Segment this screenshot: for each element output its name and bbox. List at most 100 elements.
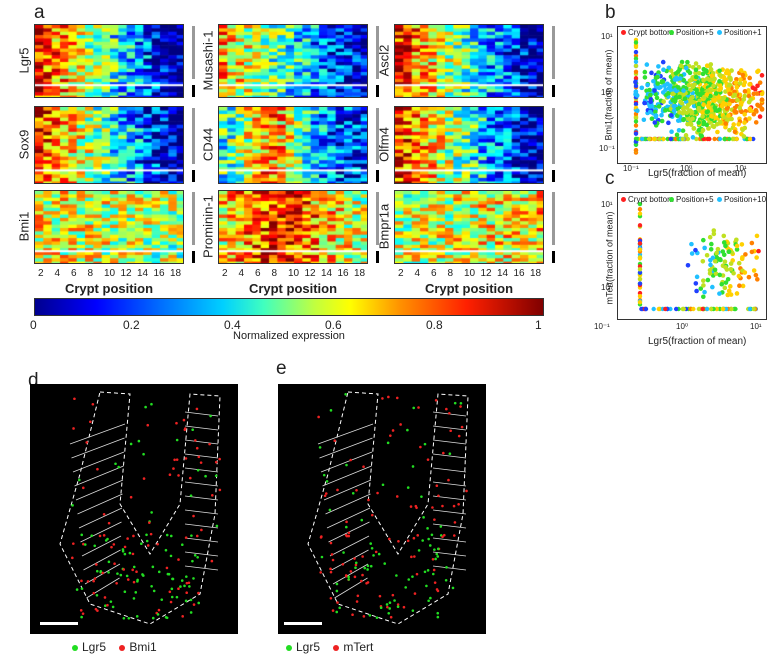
scatter-point	[734, 243, 740, 249]
fluorescent-spot	[114, 462, 117, 466]
fluorescent-spot	[168, 590, 172, 594]
scatter-point	[701, 278, 706, 283]
scatter-point	[707, 271, 713, 276]
scatter-point	[717, 72, 722, 78]
scatter-point	[696, 101, 702, 107]
scatter-point	[676, 128, 682, 133]
fluorescent-spot	[386, 441, 390, 445]
scatter-point	[694, 288, 699, 294]
fluorescent-spot	[406, 539, 410, 543]
fluorescent-spot	[431, 506, 434, 509]
fluorescent-spot	[412, 406, 416, 410]
fluorescent-spot	[107, 571, 110, 574]
fluorescent-spot	[215, 524, 219, 528]
scale-bar-d	[40, 622, 78, 625]
fluorescent-spot	[170, 587, 174, 591]
scatter-point	[677, 94, 682, 100]
group-bar-gray	[552, 26, 555, 80]
legend-item: Crypt bottom	[621, 28, 674, 37]
legend-dot	[669, 30, 674, 36]
fluorescent-spot	[196, 555, 199, 559]
scatter-point	[699, 133, 705, 139]
scatter-point	[696, 306, 702, 312]
fluorescent-spot	[117, 465, 120, 469]
fluorescent-spot	[361, 573, 364, 577]
scatter-point	[666, 65, 672, 71]
scatter-point	[729, 68, 734, 73]
scatter-point	[722, 259, 728, 264]
scatter-c-ytick-0: 10¹	[601, 200, 613, 209]
fluorescent-spot	[214, 474, 218, 478]
scatter-point	[635, 136, 640, 142]
scatter-point	[717, 119, 723, 125]
legend-dot	[621, 197, 626, 203]
fluorescent-spot	[441, 535, 444, 539]
heatmap-canvas-sox9	[35, 107, 183, 183]
heatmap-xtick: 4	[414, 268, 421, 279]
scatter-point	[709, 73, 715, 79]
scatter-point	[693, 281, 699, 286]
scatter-point	[728, 284, 733, 289]
scatter-point	[753, 107, 759, 113]
fluorescent-spot	[211, 494, 214, 497]
fluorescent-spot	[104, 604, 107, 607]
scatter-point	[756, 68, 761, 74]
fluorescent-spot	[157, 570, 161, 574]
segment-line	[326, 507, 371, 529]
heatmap-xtick: 10	[464, 268, 476, 279]
scatter-point	[671, 108, 677, 113]
segment-line	[184, 523, 219, 529]
segment-line	[72, 451, 125, 473]
fluorescent-spot	[104, 539, 108, 542]
fluorescent-spot	[79, 609, 83, 612]
gene-label-olfm4: Olfm4	[376, 127, 392, 162]
fluorescent-spot	[342, 551, 345, 554]
scatter-point	[713, 115, 719, 120]
segment-line	[184, 467, 219, 473]
fluorescent-spot	[355, 600, 359, 603]
fluorescent-spot	[191, 428, 194, 431]
scatter-point	[734, 136, 739, 142]
fluorescent-spot	[426, 458, 430, 461]
legend-dot	[669, 197, 674, 203]
scatter-point	[656, 306, 661, 312]
colorbar-tick: 1	[535, 318, 542, 332]
fluorescent-spot	[90, 534, 94, 537]
scatter-point	[711, 83, 716, 89]
scatter-point	[659, 112, 664, 118]
gene-label-prominin-1: Prominin-1	[200, 195, 216, 258]
fluorescent-spot	[175, 421, 178, 425]
fluorescent-spot	[457, 434, 461, 438]
fluorescent-spot	[177, 474, 180, 477]
fluorescent-spot	[192, 577, 195, 580]
scatter-point	[708, 246, 714, 252]
heatmap-musashi-1	[218, 24, 368, 98]
colorbar-tick: 0	[30, 318, 37, 332]
scatter-c-xtick-0: 10⁻¹	[594, 322, 610, 331]
fluorescent-spot	[432, 568, 436, 572]
fluorescent-spot	[353, 557, 356, 560]
scatter-point	[696, 70, 702, 76]
scatter-point	[707, 267, 713, 273]
group-bar-gray	[192, 108, 195, 165]
fluorescent-spot	[435, 484, 439, 488]
scatter-point	[633, 69, 639, 74]
heatmap-canvas-bmpr1a	[395, 191, 543, 263]
scatter-point	[721, 240, 727, 245]
scatter-point	[651, 78, 656, 84]
fluorescent-spot	[329, 541, 333, 545]
heatmap-xtick: 10	[104, 268, 116, 279]
scatter-point	[747, 75, 753, 81]
fluorescent-spot	[126, 537, 129, 540]
segment-line	[86, 577, 120, 599]
scatter-point	[706, 125, 711, 131]
fluorescent-spot	[175, 458, 179, 461]
scatter-point	[667, 83, 673, 88]
heatmap-xtick: 18	[354, 268, 366, 279]
scatter-point	[700, 306, 705, 312]
fluorescent-spot	[433, 581, 437, 584]
fluorescent-spot	[160, 598, 164, 601]
fluorescent-spot	[381, 397, 384, 400]
fluorescent-spot	[102, 512, 106, 516]
scatter-point	[681, 77, 686, 83]
